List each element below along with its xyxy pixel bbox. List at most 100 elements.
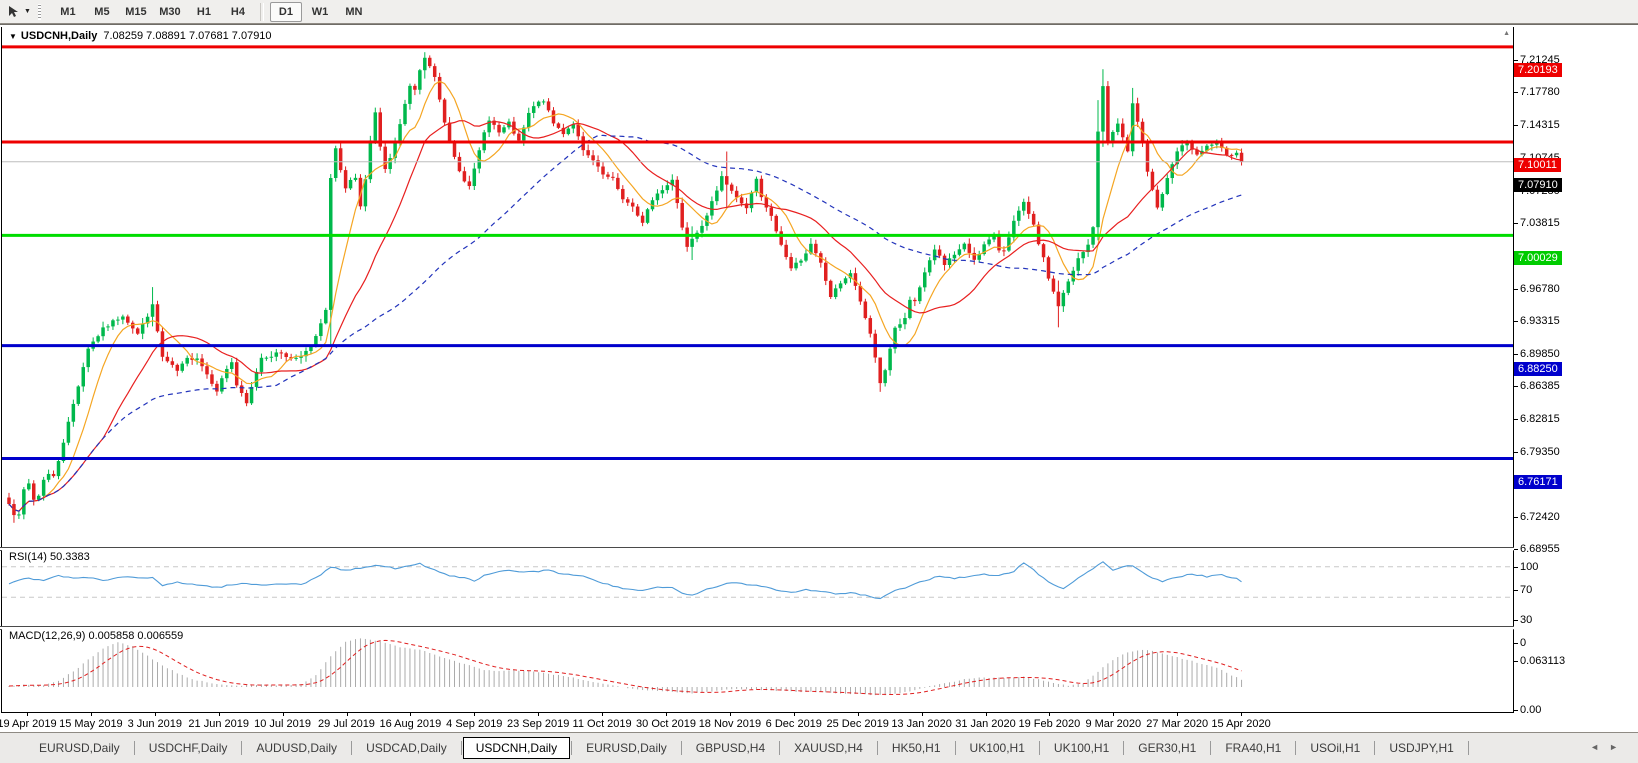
- date-tick: [282, 713, 284, 716]
- timeframe-button-M15[interactable]: M15: [125, 5, 147, 18]
- rsi-scale-tick: 0: [1514, 637, 1526, 649]
- macd-pane[interactable]: MACD(12,26,9) 0.005858 0.006559: [2, 628, 1513, 713]
- date-label: 11 Oct 2019: [572, 718, 632, 730]
- pointer-tool-button[interactable]: ▼: [4, 2, 34, 21]
- date-label: 3 Jun 2019: [127, 718, 183, 730]
- chart-left-border: [1, 27, 2, 713]
- rsi-pane[interactable]: RSI(14) 50.3383: [2, 549, 1513, 626]
- chart-tab-GBPUSD-H4[interactable]: GBPUSD,H4: [695, 741, 766, 755]
- tab-separator: [876, 741, 878, 755]
- chart-tab-USOil-H1[interactable]: USOil,H1: [1310, 741, 1361, 755]
- date-tick: [793, 713, 795, 716]
- tab-separator: [241, 741, 243, 755]
- chevron-down-icon[interactable]: ▼: [24, 8, 31, 15]
- date-tick: [346, 713, 348, 716]
- price-tick: 7.17780: [1514, 86, 1560, 98]
- chart-shift-marker[interactable]: ▲: [1503, 30, 1510, 37]
- price-badge: 6.88250: [1514, 361, 1562, 376]
- macd-scale-tick: 0.063113: [1514, 655, 1565, 667]
- tab-separator: [1123, 741, 1125, 755]
- chart-tab-UK100-H1[interactable]: UK100,H1: [969, 741, 1025, 755]
- price-tick: 6.72420: [1514, 511, 1560, 523]
- price-axis[interactable]: 7.212457.177807.143157.107457.072807.038…: [1514, 25, 1638, 738]
- chart-tab-UK100-H1[interactable]: UK100,H1: [1053, 741, 1110, 755]
- date-label: 21 Jun 2019: [188, 718, 249, 730]
- chart-window: ▼ USDCNH,Daily 7.08259 7.08891 7.07681 7.0…: [0, 24, 1638, 738]
- chart-tab-XAUUSD-H4[interactable]: XAUUSD,H4: [794, 741, 863, 755]
- date-tick: [27, 713, 28, 716]
- chart-tab-FRA40-H1[interactable]: FRA40,H1: [1225, 741, 1282, 755]
- chart-tab-bar: EURUSD,Daily USDCHF,Daily AUDUSD,Daily USDC…: [0, 732, 1638, 763]
- timeframe-buttons: M1 M5 M15 M30 H1 H4 D1 W1 MN: [51, 1, 371, 22]
- price-tick: 7.03815: [1514, 217, 1560, 229]
- chart-symbol: USDCNH,Daily: [20, 30, 98, 42]
- price-chart-pane[interactable]: ▼ USDCNH,Daily 7.08259 7.08891 7.07681 7.0…: [2, 27, 1513, 547]
- rsi-label: RSI(14) 50.3383: [9, 551, 90, 563]
- price-axis-line: [1513, 27, 1514, 713]
- date-label: 23 Sep 2019: [506, 718, 570, 730]
- date-label: 19 Feb 2020: [1018, 718, 1081, 730]
- collapse-icon[interactable]: ▼: [9, 32, 17, 41]
- timeframe-button-M30[interactable]: M30: [159, 5, 181, 18]
- date-tick: [474, 713, 476, 716]
- date-tick: [410, 713, 412, 716]
- timeframe-button-H1[interactable]: H1: [196, 5, 211, 18]
- rsi-scale-tick: 100: [1514, 561, 1538, 573]
- toolbar-separator: [259, 2, 264, 21]
- date-tick: [1241, 713, 1243, 716]
- price-badge: 7.10011: [1514, 158, 1561, 173]
- chart-tab-USDCNH-Daily[interactable]: USDCNH,Daily: [462, 737, 571, 759]
- timeframe-button-H4[interactable]: H4: [230, 5, 245, 18]
- timeframe-button-MN[interactable]: MN: [345, 5, 363, 18]
- date-label: 18 Nov 2019: [698, 718, 762, 730]
- date-tick: [985, 713, 987, 716]
- tab-separator: [680, 741, 682, 755]
- date-tick: [1177, 713, 1179, 716]
- macd-layer: [8, 638, 1243, 696]
- date-tick: [729, 713, 731, 716]
- tab-separator: [1295, 741, 1297, 755]
- rsi-line-layer: [2, 561, 1513, 600]
- tab-separator: [571, 741, 573, 755]
- date-label: 9 Mar 2020: [1085, 718, 1142, 730]
- tab-scroll-right-icon[interactable]: ►: [1609, 742, 1628, 752]
- date-tick: [1113, 713, 1115, 716]
- price-tick: 6.79350: [1514, 446, 1560, 458]
- tab-separator: [351, 741, 353, 755]
- date-label: 25 Dec 2019: [826, 718, 889, 730]
- date-tick: [857, 713, 859, 716]
- date-axis[interactable]: 19 Apr 2019 15 May 2019 3 Jun 2019 21 Jun 2…: [0, 713, 1638, 733]
- price-badge: 6.76171: [1514, 474, 1562, 489]
- toolbar-grip[interactable]: [37, 3, 41, 20]
- chart-tab-EURUSD-Daily[interactable]: EURUSD,Daily: [586, 741, 667, 755]
- tab-separator: [460, 741, 462, 755]
- price-tick: 6.82815: [1514, 413, 1560, 425]
- chart-tab-AUDUSD-Daily[interactable]: AUDUSD,Daily: [256, 741, 338, 755]
- date-label: 27 Mar 2020: [1146, 718, 1209, 730]
- date-tick: [666, 713, 667, 716]
- chart-tab-HK50-H1[interactable]: HK50,H1: [891, 741, 941, 755]
- date-label: 15 May 2019: [59, 718, 123, 730]
- tab-scroll-arrows: ◄►: [1590, 742, 1628, 752]
- timeframe-toolbar: ▼ M1 M5 M15 M30 H1 H4 D1 W1 MN: [0, 0, 1638, 24]
- date-tick: [154, 713, 156, 716]
- chart-tab-USDJPY-H1[interactable]: USDJPY,H1: [1389, 741, 1454, 755]
- tab-separator: [1467, 741, 1469, 755]
- timeframe-button-D1[interactable]: D1: [269, 1, 302, 22]
- timeframe-button-M5[interactable]: M5: [94, 5, 110, 18]
- macd-label: MACD(12,26,9) 0.005858 0.006559: [9, 630, 184, 642]
- chart-tab-GER30-H1[interactable]: GER30,H1: [1138, 741, 1197, 755]
- date-label: 30 Oct 2019: [636, 718, 696, 730]
- chart-tab-USDCHF-Daily[interactable]: USDCHF,Daily: [148, 741, 228, 755]
- date-tick: [538, 713, 540, 716]
- rsi-scale-tick: 30: [1514, 614, 1532, 626]
- chart-tab-EURUSD-Daily[interactable]: EURUSD,Daily: [39, 741, 120, 755]
- chart-tab-USDCAD-Daily[interactable]: USDCAD,Daily: [366, 741, 447, 755]
- timeframe-button-M1[interactable]: M1: [60, 5, 76, 18]
- timeframe-button-W1[interactable]: W1: [311, 5, 329, 18]
- date-label: 15 Apr 2020: [1211, 718, 1271, 730]
- date-tick: [90, 713, 92, 716]
- date-label: 31 Jan 2020: [955, 718, 1016, 730]
- tab-scroll-left-icon[interactable]: ◄: [1590, 742, 1610, 752]
- price-badge: 7.07910: [1514, 177, 1562, 192]
